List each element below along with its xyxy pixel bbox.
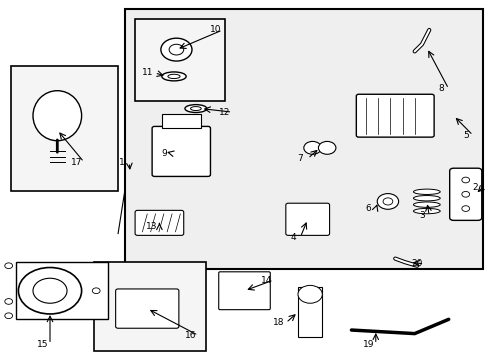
Text: 16: 16 — [185, 331, 196, 340]
Text: 17: 17 — [71, 158, 82, 167]
Text: 12: 12 — [219, 108, 230, 117]
Circle shape — [161, 38, 192, 61]
Circle shape — [33, 278, 67, 303]
Text: 13: 13 — [146, 222, 158, 231]
FancyBboxPatch shape — [135, 210, 183, 235]
Circle shape — [461, 192, 468, 197]
Bar — [94, 262, 205, 351]
Circle shape — [19, 267, 81, 314]
Text: 4: 4 — [290, 233, 295, 242]
Text: 6: 6 — [365, 204, 370, 213]
Bar — [297, 287, 322, 337]
Circle shape — [303, 141, 321, 154]
Text: 2: 2 — [472, 183, 477, 192]
Bar — [162, 114, 201, 128]
Circle shape — [5, 313, 13, 319]
Text: 9: 9 — [161, 149, 167, 158]
Circle shape — [461, 177, 468, 183]
Circle shape — [376, 194, 398, 209]
Text: 3: 3 — [418, 211, 424, 220]
Circle shape — [382, 198, 392, 205]
Ellipse shape — [33, 91, 81, 141]
Circle shape — [169, 44, 183, 55]
Ellipse shape — [167, 74, 180, 78]
Ellipse shape — [413, 189, 439, 194]
Text: 5: 5 — [462, 131, 468, 140]
Circle shape — [92, 288, 100, 294]
Circle shape — [5, 263, 13, 269]
Text: 7: 7 — [297, 154, 303, 163]
Bar — [135, 19, 224, 102]
Text: 14: 14 — [260, 275, 271, 284]
Ellipse shape — [162, 72, 186, 81]
FancyBboxPatch shape — [285, 203, 329, 235]
Ellipse shape — [184, 105, 206, 112]
Text: 1: 1 — [119, 158, 124, 167]
Text: 20: 20 — [410, 260, 422, 269]
Ellipse shape — [413, 208, 439, 214]
Circle shape — [461, 206, 468, 211]
Bar — [16, 262, 108, 319]
FancyBboxPatch shape — [116, 289, 179, 328]
Text: 15: 15 — [37, 340, 48, 349]
Ellipse shape — [190, 107, 201, 111]
FancyBboxPatch shape — [356, 94, 433, 137]
Ellipse shape — [413, 195, 439, 201]
Bar — [11, 66, 118, 191]
Circle shape — [318, 141, 335, 154]
Circle shape — [297, 285, 322, 303]
FancyBboxPatch shape — [152, 126, 210, 176]
Ellipse shape — [413, 202, 439, 207]
FancyBboxPatch shape — [449, 168, 481, 220]
Bar — [125, 9, 482, 269]
Text: 18: 18 — [272, 318, 284, 327]
Text: 19: 19 — [362, 340, 373, 349]
FancyBboxPatch shape — [218, 272, 270, 310]
Circle shape — [5, 298, 13, 304]
Text: 10: 10 — [209, 26, 221, 35]
Text: 11: 11 — [141, 68, 153, 77]
Text: 8: 8 — [438, 84, 444, 93]
